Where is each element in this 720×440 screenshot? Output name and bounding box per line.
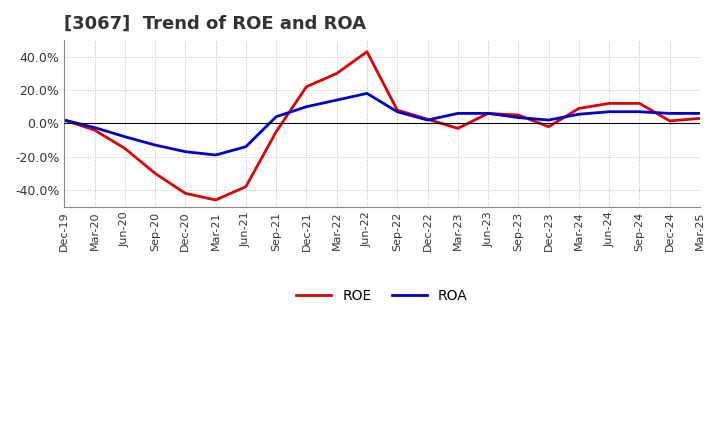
ROE (665, 118, 674, 124)
ROE (333, 71, 341, 76)
ROE (423, 117, 432, 122)
ROA (575, 112, 583, 117)
ROE (605, 101, 613, 106)
ROE (696, 116, 704, 121)
ROA (696, 111, 704, 116)
ROA (150, 143, 159, 148)
ROE (60, 117, 68, 123)
ROA (544, 117, 553, 123)
ROE (635, 101, 644, 106)
ROE (484, 111, 492, 116)
ROA (242, 144, 251, 149)
ROE (393, 107, 402, 113)
ROE (454, 126, 462, 131)
ROA (333, 97, 341, 103)
ROE (150, 171, 159, 176)
ROA (120, 134, 129, 139)
ROA (605, 109, 613, 114)
ROE (242, 184, 251, 189)
ROA (393, 109, 402, 114)
ROA (665, 111, 674, 116)
ROA (514, 115, 523, 120)
ROE (181, 191, 189, 196)
ROE (90, 128, 99, 133)
Legend: ROE, ROA: ROE, ROA (291, 283, 474, 308)
Line: ROE: ROE (64, 52, 700, 200)
ROA (90, 125, 99, 130)
ROE (575, 106, 583, 111)
ROA (454, 111, 462, 116)
ROA (272, 114, 281, 119)
ROE (272, 129, 281, 134)
ROE (120, 146, 129, 151)
ROA (423, 117, 432, 123)
ROE (514, 112, 523, 117)
ROA (363, 91, 372, 96)
ROA (60, 117, 68, 123)
ROE (302, 84, 311, 89)
ROA (635, 109, 644, 114)
Line: ROA: ROA (64, 93, 700, 155)
ROA (484, 111, 492, 116)
ROA (302, 104, 311, 110)
ROA (181, 149, 189, 154)
Text: [3067]  Trend of ROE and ROA: [3067] Trend of ROE and ROA (64, 15, 366, 33)
ROE (363, 49, 372, 55)
ROE (211, 198, 220, 203)
ROA (211, 152, 220, 158)
ROE (544, 124, 553, 129)
